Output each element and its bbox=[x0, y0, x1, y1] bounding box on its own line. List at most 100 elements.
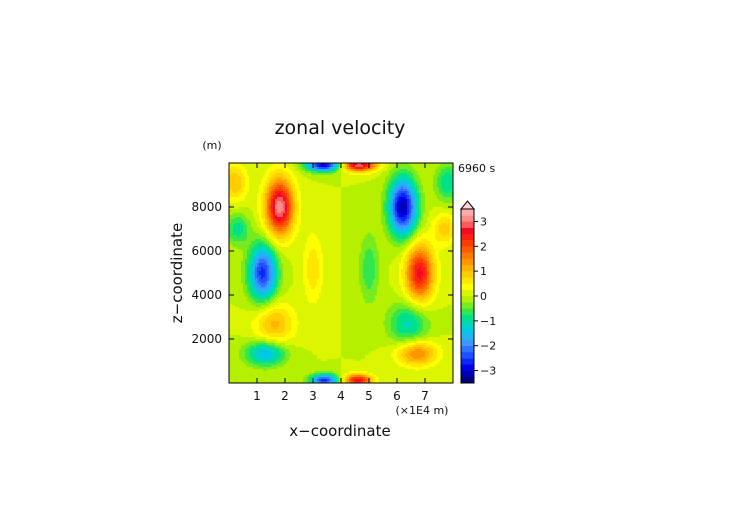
field-cell bbox=[253, 229, 256, 232]
field-cell bbox=[243, 177, 246, 180]
field-cell bbox=[273, 167, 276, 170]
field-cell bbox=[357, 237, 360, 240]
field-cell bbox=[331, 169, 334, 172]
field-cell bbox=[299, 217, 302, 220]
field-cell bbox=[301, 185, 304, 188]
field-cell bbox=[401, 163, 404, 166]
field-cell bbox=[317, 249, 320, 252]
field-cell bbox=[249, 207, 252, 210]
field-cell bbox=[371, 205, 374, 208]
field-cell bbox=[363, 165, 366, 168]
field-cell bbox=[401, 193, 404, 196]
field-cell bbox=[425, 219, 428, 222]
field-cell bbox=[367, 181, 370, 184]
field-cell bbox=[257, 251, 260, 254]
field-cell bbox=[271, 243, 274, 246]
field-cell bbox=[273, 233, 276, 236]
field-cell bbox=[271, 205, 274, 208]
field-cell bbox=[331, 171, 334, 174]
field-cell bbox=[245, 205, 248, 208]
field-cell bbox=[389, 195, 392, 198]
field-cell bbox=[281, 231, 284, 234]
field-cell bbox=[275, 195, 278, 198]
field-cell bbox=[313, 227, 316, 230]
field-cell bbox=[371, 219, 374, 222]
field-cell bbox=[357, 227, 360, 230]
field-cell bbox=[251, 169, 254, 172]
field-cell bbox=[371, 247, 374, 250]
field-cell bbox=[255, 211, 258, 214]
field-cell bbox=[249, 231, 252, 234]
field-cell bbox=[417, 199, 420, 202]
field-cell bbox=[317, 215, 320, 218]
field-cell bbox=[351, 225, 354, 228]
field-cell bbox=[365, 245, 368, 248]
field-cell bbox=[279, 207, 282, 210]
field-cell bbox=[367, 175, 370, 178]
field-cell bbox=[437, 193, 440, 196]
field-cell bbox=[355, 227, 358, 230]
field-cell bbox=[375, 175, 378, 178]
field-cell bbox=[361, 243, 364, 246]
field-cell bbox=[439, 227, 442, 230]
field-cell bbox=[349, 203, 352, 206]
field-cell bbox=[357, 167, 360, 170]
field-cell bbox=[325, 245, 328, 248]
field-cell bbox=[353, 173, 356, 176]
field-cell bbox=[243, 193, 246, 196]
field-cell bbox=[229, 171, 232, 174]
field-cell bbox=[339, 233, 342, 236]
field-cell bbox=[319, 237, 322, 240]
field-cell bbox=[279, 225, 282, 228]
field-cell bbox=[355, 247, 358, 250]
field-cell bbox=[345, 189, 348, 192]
field-cell bbox=[281, 249, 284, 252]
field-cell bbox=[281, 185, 284, 188]
field-cell bbox=[351, 171, 354, 174]
field-cell bbox=[305, 215, 308, 218]
field-cell bbox=[317, 193, 320, 196]
field-cell bbox=[379, 207, 382, 210]
field-cell bbox=[251, 195, 254, 198]
field-cell bbox=[307, 195, 310, 198]
field-cell bbox=[301, 207, 304, 210]
field-cell bbox=[321, 251, 324, 254]
field-cell bbox=[417, 225, 420, 228]
field-cell bbox=[321, 167, 324, 170]
field-cell bbox=[427, 169, 430, 172]
field-cell bbox=[363, 227, 366, 230]
field-cell bbox=[309, 203, 312, 206]
field-cell bbox=[243, 221, 246, 224]
field-cell bbox=[435, 197, 438, 200]
field-cell bbox=[325, 205, 328, 208]
field-cell bbox=[279, 179, 282, 182]
field-cell bbox=[247, 199, 250, 202]
field-cell bbox=[297, 171, 300, 174]
field-cell bbox=[303, 219, 306, 222]
field-cell bbox=[361, 191, 364, 194]
field-cell bbox=[277, 171, 280, 174]
field-cell bbox=[267, 225, 270, 228]
field-cell bbox=[343, 241, 346, 244]
field-cell bbox=[297, 247, 300, 250]
field-cell bbox=[271, 231, 274, 234]
field-cell bbox=[291, 205, 294, 208]
field-cell bbox=[347, 241, 350, 244]
field-cell bbox=[235, 215, 238, 218]
field-cell bbox=[313, 207, 316, 210]
field-cell bbox=[277, 229, 280, 232]
field-cell bbox=[301, 169, 304, 172]
field-cell bbox=[299, 219, 302, 222]
field-cell bbox=[327, 173, 330, 176]
field-cell bbox=[247, 237, 250, 240]
field-cell bbox=[357, 181, 360, 184]
field-cell bbox=[425, 201, 428, 204]
field-cell bbox=[247, 241, 250, 244]
field-cell bbox=[301, 193, 304, 196]
field-cell bbox=[337, 215, 340, 218]
field-cell bbox=[263, 171, 266, 174]
field-cell bbox=[363, 213, 366, 216]
field-cell bbox=[265, 175, 268, 178]
field-cell bbox=[397, 183, 400, 186]
field-cell bbox=[253, 235, 256, 238]
